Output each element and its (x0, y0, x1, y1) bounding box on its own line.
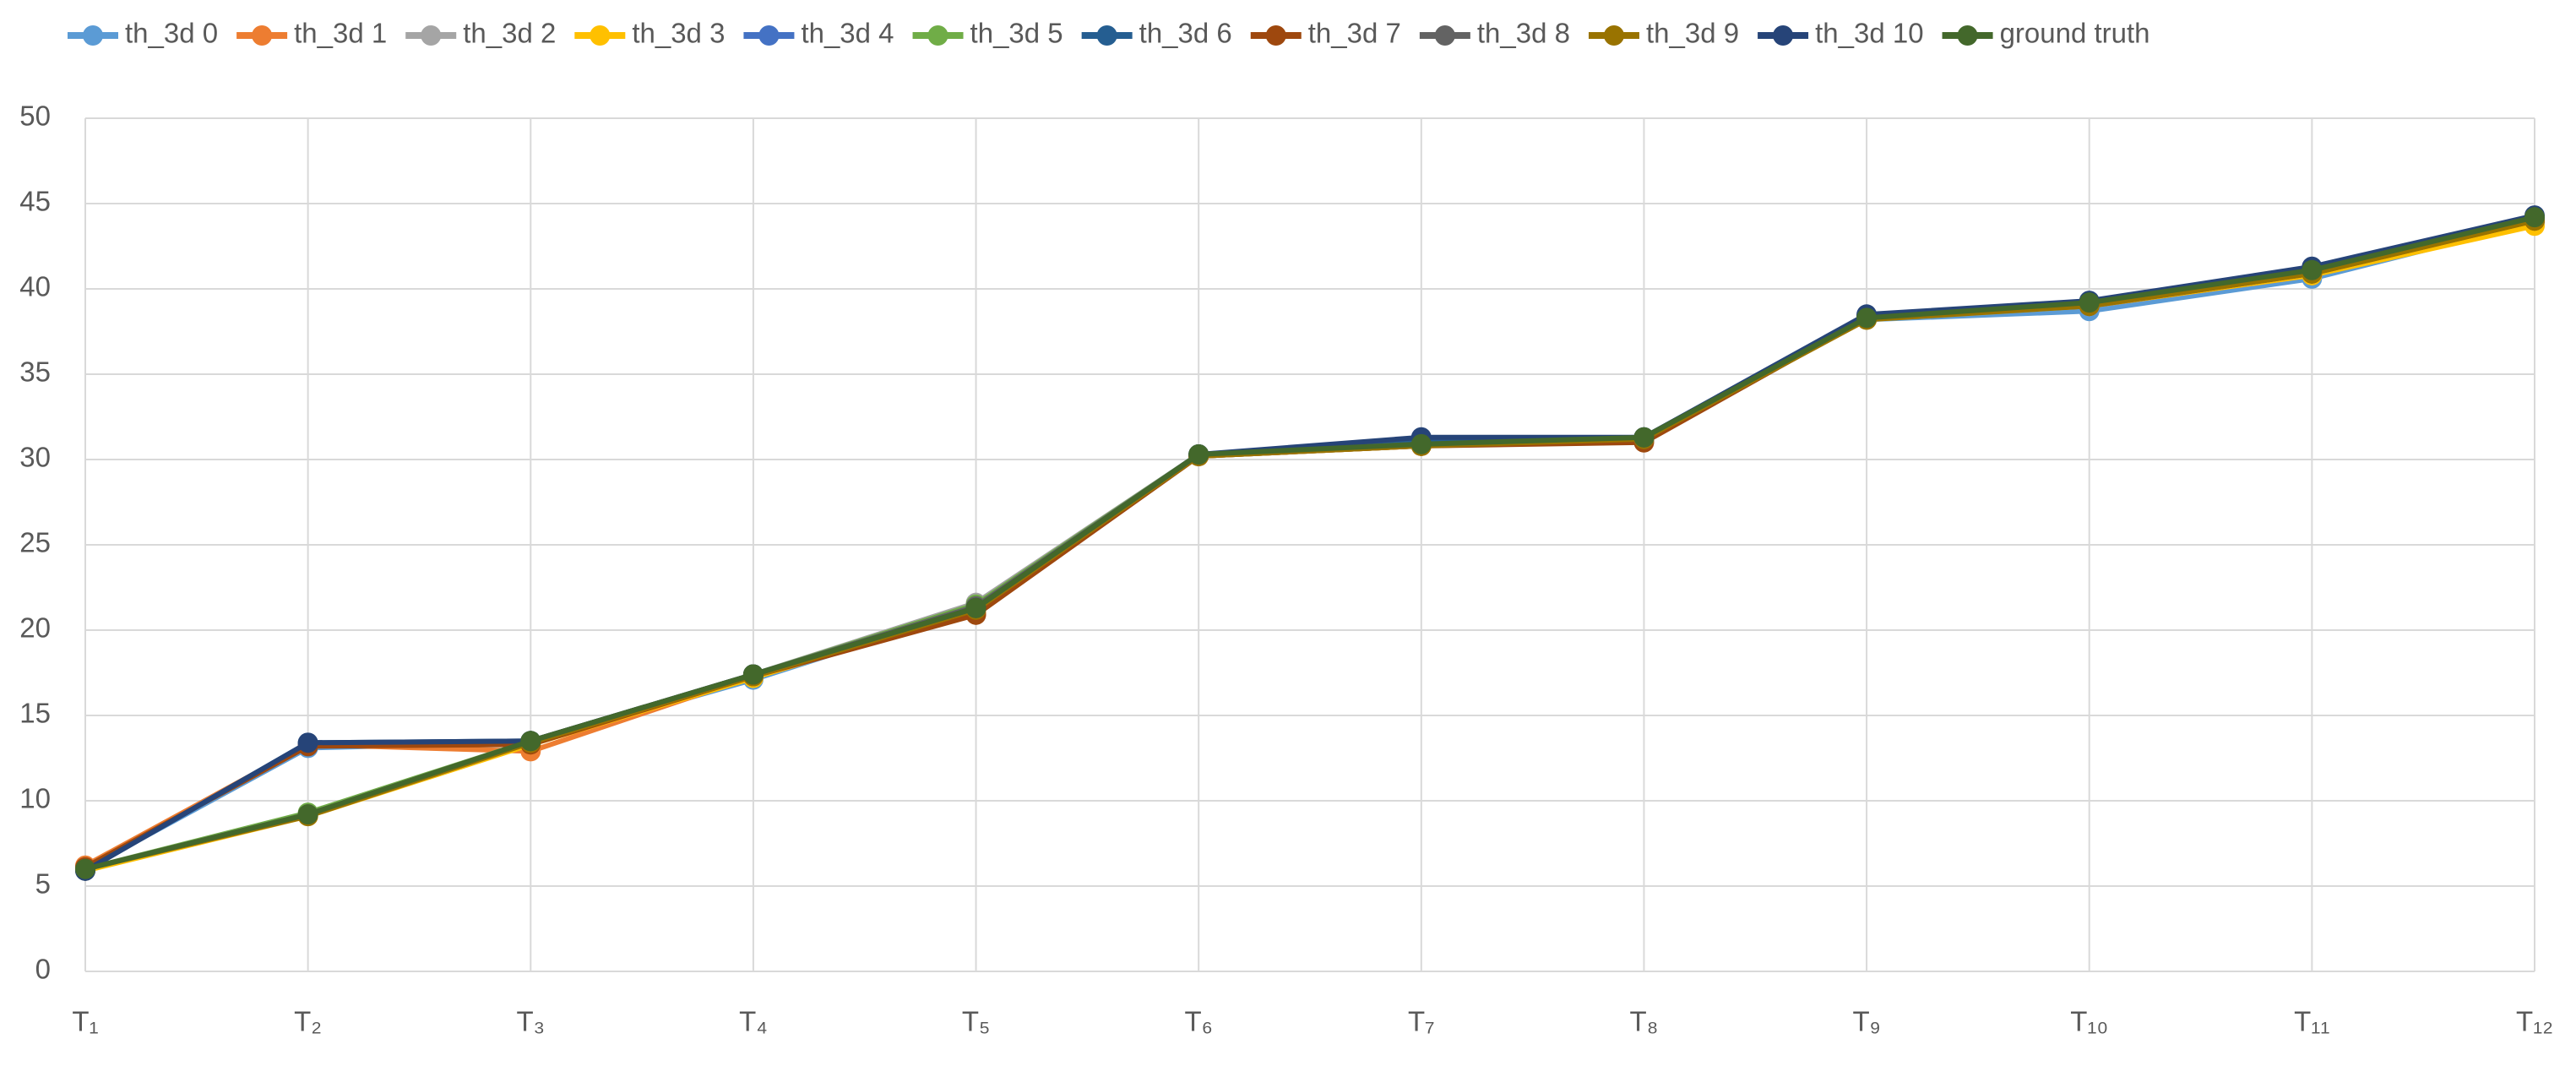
legend-label: th_3d 0 (125, 18, 218, 49)
y-tick-label: 0 (35, 954, 51, 985)
y-tick-label: 20 (19, 612, 51, 644)
x-tick-label: T₆ (1184, 1006, 1212, 1037)
data-point (965, 597, 986, 618)
data-point (1633, 427, 1655, 448)
y-tick-label: 25 (19, 527, 51, 558)
x-tick-label: T₉ (1852, 1006, 1880, 1037)
legend-label: th_3d 7 (1308, 18, 1401, 49)
y-tick-label: 40 (19, 271, 51, 302)
data-point (75, 858, 95, 879)
x-tick-label: T₃ (516, 1006, 545, 1037)
legend-marker (421, 25, 442, 46)
data-point (520, 731, 541, 752)
legend-label: th_3d 1 (294, 18, 387, 49)
data-point (297, 804, 318, 825)
data-point (1856, 307, 1878, 329)
legend-marker (1096, 25, 1117, 46)
y-tick-label: 50 (19, 101, 51, 132)
x-tick-label: T₁₁ (2294, 1006, 2329, 1037)
series-line (84, 215, 2535, 872)
legend-label: th_3d 5 (970, 18, 1063, 49)
data-point (2302, 259, 2323, 280)
y-tick-label: 10 (19, 783, 51, 814)
legend-marker (83, 25, 103, 46)
y-tick-label: 35 (19, 356, 51, 388)
data-point (2524, 207, 2545, 228)
legend-label: th_3d 8 (1477, 18, 1570, 49)
legend-marker (758, 25, 780, 46)
x-tick-label: T₅ (962, 1006, 990, 1037)
x-tick-label: T₂ (294, 1006, 322, 1037)
legend-marker (1773, 25, 1794, 46)
series-line (84, 223, 2535, 873)
legend-marker (927, 25, 948, 46)
data-point (2079, 292, 2100, 313)
y-tick-label: 30 (19, 442, 51, 473)
y-tick-label: 5 (35, 868, 51, 900)
x-tick-label: T₁ (72, 1006, 98, 1037)
legend-label: th_3d 10 (1815, 18, 1923, 49)
data-point (742, 664, 764, 685)
x-tick-label: T₄ (739, 1006, 768, 1037)
legend-marker (252, 25, 273, 46)
legend-label: th_3d 4 (801, 18, 894, 49)
legend-label: th_3d 2 (463, 18, 556, 49)
data-point (1188, 443, 1209, 465)
series-line (84, 213, 2535, 873)
x-tick-label: T₈ (1630, 1006, 1659, 1037)
legend-marker (590, 25, 611, 46)
series-line (84, 215, 2535, 873)
x-tick-label: T₇ (1408, 1006, 1435, 1037)
legend-label: th_3d 3 (632, 18, 725, 49)
y-tick-label: 15 (19, 698, 51, 729)
legend-label: th_3d 9 (1646, 18, 1739, 49)
x-tick-label: T₁₂ (2516, 1006, 2553, 1037)
x-tick-label: T₁₀ (2070, 1006, 2108, 1037)
data-point (297, 732, 318, 753)
legend-marker (1265, 25, 1286, 46)
legend-marker (1603, 25, 1624, 46)
data-point (1410, 433, 1432, 454)
legend-label: ground truth (2000, 18, 2150, 49)
legend-label: th_3d 6 (1139, 18, 1232, 49)
legend-marker (1434, 25, 1455, 46)
y-tick-label: 45 (19, 186, 51, 217)
legend-marker (1957, 25, 1978, 46)
